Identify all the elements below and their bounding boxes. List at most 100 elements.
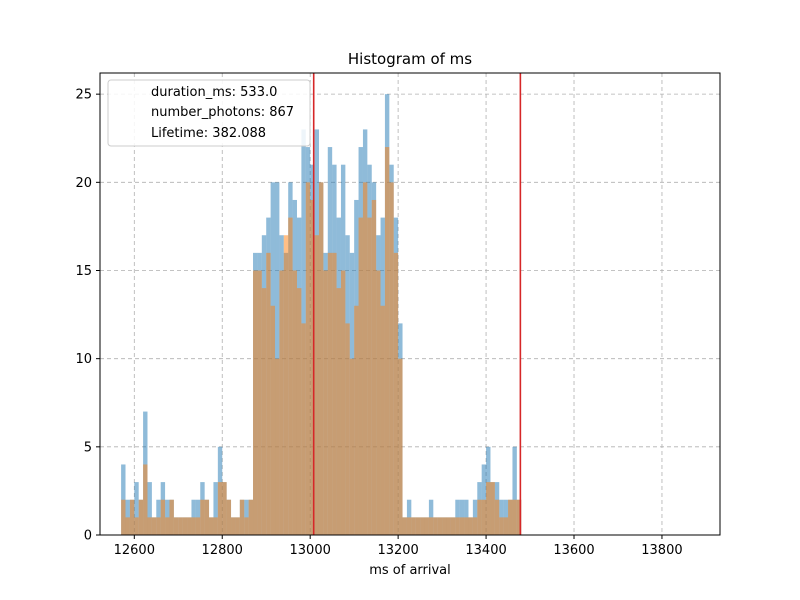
histogram-bar-series-2 [160, 499, 166, 535]
histogram-bar-series-2 [147, 517, 152, 535]
histogram-bar-series-2 [173, 517, 179, 535]
histogram-bar-series-2 [134, 517, 139, 535]
histogram-bar-series-2 [376, 270, 381, 535]
histogram-bar-series-2 [428, 517, 434, 535]
histogram-bar-series-2 [231, 517, 236, 535]
histogram-bar-series-2 [301, 323, 306, 535]
x-axis-label: ms of arrival [369, 563, 451, 578]
histogram-bar-series-2 [367, 217, 372, 536]
x-tick-label: 12600 [114, 543, 155, 558]
x-tick-label: 13000 [290, 543, 331, 558]
histogram-bar-series-2 [275, 358, 280, 535]
histogram-bar-series-2 [143, 464, 148, 535]
histogram-bar-series-2 [129, 499, 135, 535]
histogram-bar-series-2 [486, 482, 491, 535]
y-tick-label: 20 [75, 176, 92, 191]
histogram-bar-series-2 [253, 270, 258, 535]
histogram-bar-series-2 [248, 499, 254, 535]
histogram-bar-series-2 [288, 217, 293, 536]
histogram-bar-series-2 [332, 252, 337, 535]
y-tick-label: 0 [84, 529, 92, 544]
histogram-bar-series-2 [305, 182, 311, 535]
x-tick-label: 12800 [202, 543, 243, 558]
histogram-bar-series-2 [384, 147, 390, 535]
histogram-bar-series-2 [433, 517, 438, 535]
histogram-bar-series-2 [420, 517, 425, 535]
x-tick-label: 13800 [641, 543, 682, 558]
histogram-bar-series-2 [402, 517, 407, 535]
histogram-bar-series-2 [446, 517, 451, 535]
histogram-bar-series-2 [464, 517, 469, 535]
histogram-bar-series-2 [468, 517, 473, 535]
legend-box [107, 79, 311, 147]
histogram-bar-series-2 [182, 517, 188, 535]
histogram-bar-series-2 [358, 217, 363, 536]
histogram-bar-series-2 [261, 288, 267, 535]
x-tick-label: 13400 [465, 543, 506, 558]
histogram-bar-series-2 [204, 499, 210, 535]
histogram-bar-series-2 [512, 499, 517, 535]
histogram-bar-series-2 [257, 270, 262, 535]
histogram-bar-series-1 [134, 482, 139, 535]
histogram-bar-series-2 [169, 499, 174, 535]
histogram-bar-series-2 [472, 517, 478, 535]
plot-frame [99, 72, 721, 536]
histogram-bar-series-2 [125, 517, 130, 535]
histogram-bar-series-2 [209, 517, 214, 535]
legend: duration_ms: 533.0 number_photons: 867 L… [107, 79, 311, 147]
histogram-bar-series-2 [222, 482, 227, 535]
histogram-bar-series-1 [512, 446, 517, 535]
histogram-bar-series-2 [187, 517, 192, 535]
histogram-bar-series-2 [490, 482, 495, 535]
histogram-bar-series-2 [442, 517, 447, 535]
histogram-bar-series-2 [156, 517, 161, 535]
histogram-bar-series-2 [138, 499, 144, 535]
histogram-bar-series-2 [235, 517, 240, 535]
histogram-bar-series-2 [226, 499, 232, 535]
histogram-bar-series-2 [424, 517, 429, 535]
y-tick-label: 25 [75, 88, 92, 103]
histogram-bar-series-2 [340, 270, 346, 535]
histogram-bar-series-2 [459, 517, 465, 535]
histogram-bar-series-2 [415, 517, 421, 535]
histogram-bar-series-2 [494, 499, 500, 535]
histogram-bar-series-2 [362, 182, 368, 535]
histogram-bar-series-2 [371, 199, 377, 535]
histogram-bar-series-2 [310, 199, 315, 535]
histogram-bar-series-2 [323, 270, 328, 535]
histogram-bar-series-2 [270, 305, 276, 535]
histogram-bar-series-2 [499, 517, 504, 535]
histogram-bar-series-2 [398, 358, 403, 535]
histogram-bar-series-2 [151, 517, 157, 535]
histogram-bar-series-2 [389, 182, 394, 535]
histogram-bar-series-2 [349, 358, 355, 535]
histogram-bar-series-2 [244, 517, 249, 535]
histogram-bar-series-2 [318, 182, 324, 535]
histogram-bar-series-2 [266, 252, 271, 535]
histogram-bar-series-2 [411, 517, 416, 535]
histogram-bar-series-2 [296, 288, 302, 535]
y-tick-label: 10 [75, 352, 92, 367]
y-tick-label: 5 [84, 440, 92, 455]
histogram-bar-series-1 [147, 482, 152, 535]
histogram-bar-series-2 [191, 517, 196, 535]
histogram-bar-series-2 [217, 482, 223, 535]
histogram-bar-series-2 [437, 517, 443, 535]
histogram-bar-series-2 [213, 517, 218, 535]
histogram-bar-series-2 [121, 499, 126, 535]
histogram-bar-series-2 [455, 517, 460, 535]
chart-title: Histogram of ms [348, 50, 472, 68]
histogram-bar-series-2 [393, 252, 399, 535]
histogram-bar-series-2 [292, 270, 297, 535]
legend-entry: duration_ms: 533.0 [151, 85, 277, 100]
histogram-bar-series-2 [481, 499, 487, 535]
legend-entry: Lifetime: 382.088 [151, 126, 266, 141]
histogram-bar-series-2 [200, 499, 205, 535]
histogram-bar-series-2 [354, 305, 359, 535]
histogram-bar-series-2 [508, 499, 513, 535]
histogram-bar-series-2 [406, 517, 412, 535]
histogram-bar-series-2 [283, 235, 289, 535]
histogram-bar-series-2 [380, 305, 385, 535]
x-tick-label: 13200 [377, 543, 418, 558]
